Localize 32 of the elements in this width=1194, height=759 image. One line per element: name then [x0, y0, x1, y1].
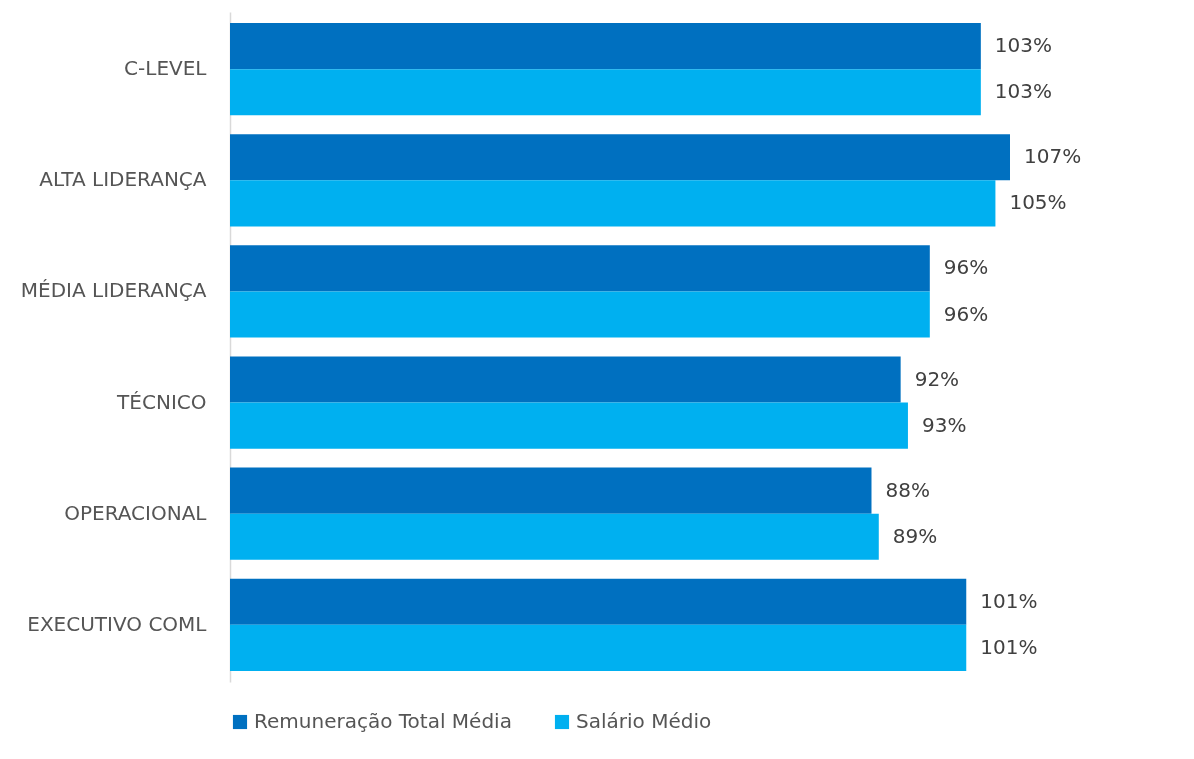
bar [230, 402, 908, 449]
y-tick-label: TÉCNICO [116, 389, 207, 414]
data-label: 103% [994, 33, 1053, 58]
legend-label: Remuneração Total Média [254, 709, 512, 733]
data-label: 92% [914, 366, 960, 391]
data-label: 96% [943, 255, 989, 280]
bar [230, 578, 967, 625]
bar [230, 23, 981, 70]
bar [230, 624, 967, 671]
bar [230, 513, 879, 560]
data-label: 105% [1009, 190, 1067, 215]
bar [230, 134, 1010, 181]
data-label: 89% [892, 523, 938, 548]
bar [230, 69, 981, 116]
data-label: 103% [994, 79, 1053, 104]
data-label: 93% [921, 412, 967, 437]
y-tick-label: MÉDIA LIDERANÇA [20, 278, 207, 303]
legend-label: Salário Médio [576, 709, 712, 733]
bar [230, 291, 930, 338]
data-label: 107% [1024, 144, 1082, 169]
bar [230, 467, 872, 514]
bar [230, 245, 930, 292]
y-tick-label: ALTA LIDERANÇA [39, 167, 207, 192]
data-label: 101% [980, 588, 1038, 613]
bar [230, 180, 996, 227]
y-tick-label: OPERACIONAL [64, 500, 208, 525]
data-label: 101% [980, 634, 1038, 659]
y-tick-label: C-LEVEL [124, 56, 208, 81]
bar [230, 356, 901, 403]
data-label: 88% [885, 477, 930, 502]
data-label: 96% [943, 301, 989, 326]
y-tick-label: EXECUTIVO COML [27, 611, 208, 636]
